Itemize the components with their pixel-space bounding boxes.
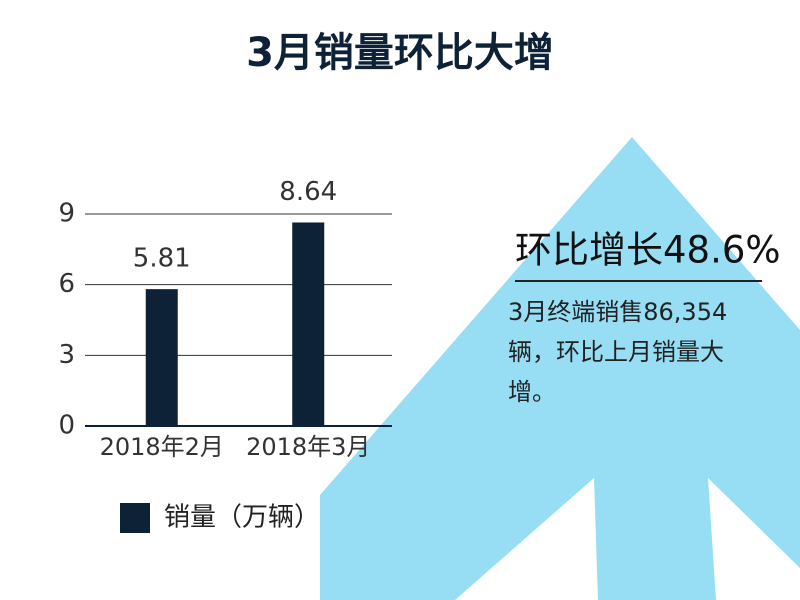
chart-title: 3月销量环比大增	[246, 30, 554, 76]
x-tick-label: 2018年2月	[100, 433, 224, 461]
y-tick-label: 6	[58, 269, 75, 299]
bar	[145, 289, 178, 426]
arrow-gap	[708, 478, 800, 600]
y-tick-label: 0	[58, 411, 75, 441]
arrow-shape	[320, 137, 800, 600]
bar	[292, 222, 325, 426]
data-label: 5.81	[133, 244, 191, 274]
annotation-text: 3月终端销售86,354辆，环比上月销量大增。	[508, 298, 728, 406]
x-tick-label: 2018年3月	[246, 433, 370, 461]
y-tick-label: 3	[58, 340, 75, 370]
y-tick-label: 9	[58, 199, 75, 229]
annotation-title: 环比增长48.6%	[515, 229, 781, 272]
legend-label: 销量（万辆）	[164, 503, 320, 533]
arrow-gap	[455, 478, 598, 600]
legend-swatch	[120, 503, 150, 533]
data-label: 8.64	[279, 177, 337, 207]
